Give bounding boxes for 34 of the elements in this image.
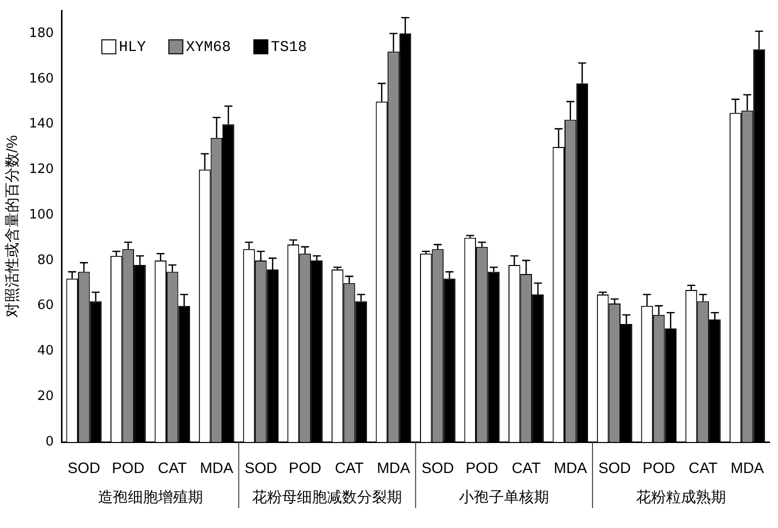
y-tick-label: 40: [37, 344, 54, 359]
x-tick-label: SOD: [598, 460, 632, 478]
x-tick-label: MDA: [200, 460, 234, 478]
y-tick-label: 160: [28, 71, 54, 86]
y-tick-label: 100: [28, 207, 54, 222]
y-tick-label: 180: [28, 26, 54, 41]
y-tick-label: 60: [37, 298, 54, 314]
y-tick-label: 0: [46, 434, 54, 450]
y-tick-label: 140: [28, 116, 54, 132]
legend-label: TS18: [270, 38, 307, 56]
text: 花粉粒成熟期: [636, 489, 726, 506]
text: 小孢子单核期: [459, 489, 550, 506]
y-axis-title: 对照活性或含量的百分数/%: [4, 135, 22, 318]
x-tick-label: POD: [466, 460, 498, 478]
x-tick-label: MDA: [376, 460, 410, 478]
x-tick-label: POD: [288, 460, 322, 478]
legend-label: XYM68: [186, 38, 231, 56]
y-tick-label: 120: [28, 162, 54, 178]
x-tick-label: SOD: [68, 460, 100, 478]
y-tick-label: 20: [37, 388, 54, 404]
x-tick-label: CAT: [334, 460, 364, 478]
x-tick-label: SOD: [244, 460, 278, 478]
text: 花粉母细胞减数分裂期: [252, 489, 402, 506]
x-tick-label: POD: [112, 460, 145, 478]
x-tick-label: CAT: [512, 460, 541, 478]
x-tick-label: POD: [642, 460, 676, 478]
y-tick-label: 80: [37, 252, 54, 268]
x-tick-label: MDA: [730, 460, 764, 478]
legend-label: HLY: [118, 38, 146, 56]
x-tick-label: SOD: [421, 460, 454, 478]
x-tick-label: CAT: [688, 460, 718, 478]
x-tick-label: MDA: [554, 460, 588, 478]
x-tick-label: CAT: [158, 460, 187, 478]
text: 造孢细胞增殖期: [98, 489, 203, 506]
